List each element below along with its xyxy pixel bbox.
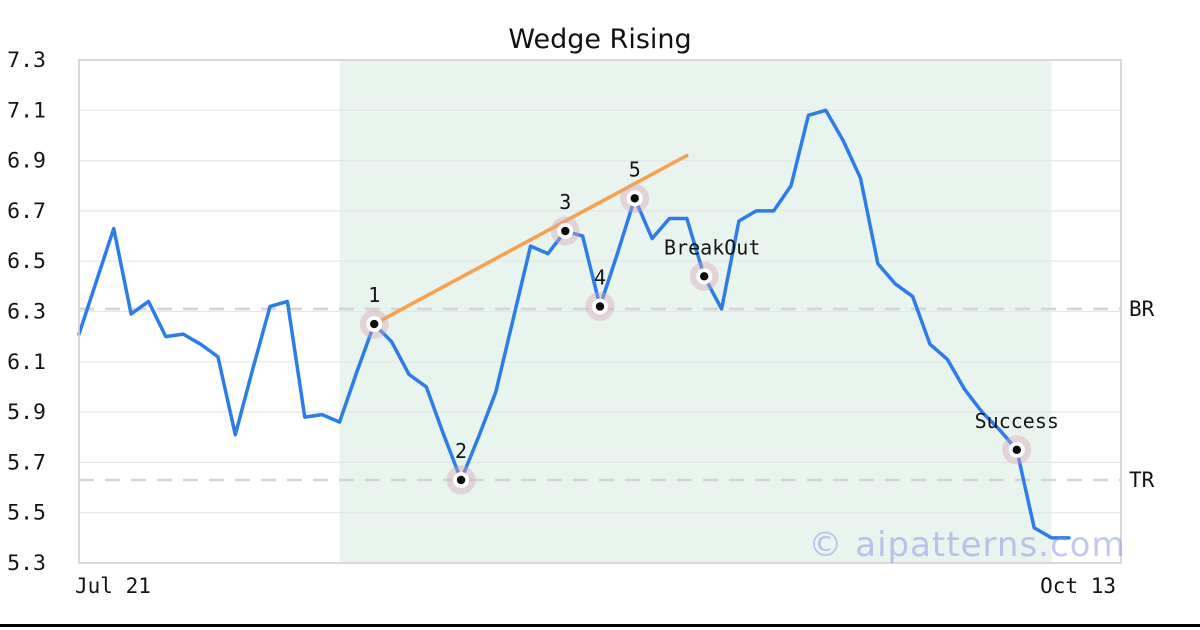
- marker-label-success: Success: [975, 409, 1059, 433]
- y-tick-label: 6.5: [7, 249, 46, 274]
- price-line: [77, 108, 1071, 540]
- y-tick-label: 7.1: [7, 98, 46, 123]
- marker-dot: [456, 475, 466, 485]
- marker-dot: [370, 319, 379, 329]
- x-tick-label-end: Oct 13: [1040, 574, 1116, 598]
- trendline: [372, 153, 689, 326]
- x-tick-label-start: Jul 21: [75, 574, 151, 598]
- marker-label-2: 2: [455, 439, 467, 463]
- watermark-text: © aipatterns.com: [808, 525, 1125, 565]
- level-label-br: BR: [1129, 297, 1155, 321]
- marker-dot: [1012, 445, 1021, 455]
- y-tick-label: 5.3: [7, 551, 46, 576]
- y-tick-label: 7.3: [7, 48, 46, 73]
- marker-dot: [700, 272, 709, 281]
- y-tick-label: 5.5: [7, 501, 46, 526]
- marker-dot: [595, 302, 605, 311]
- marker-label-4: 4: [594, 265, 606, 289]
- marker-label-1: 1: [368, 283, 380, 307]
- level-label-tr: TR: [1129, 468, 1155, 492]
- plot-border: [78, 59, 1122, 564]
- footer-rule: [0, 624, 1200, 627]
- y-tick-label: 6.3: [7, 300, 46, 325]
- y-tick-label: 6.7: [7, 199, 46, 224]
- marker-label-5: 5: [629, 157, 641, 181]
- y-tick-label: 6.9: [7, 149, 46, 174]
- y-tick-label: 6.1: [7, 350, 46, 375]
- marker-dot: [561, 226, 570, 236]
- y-tick-label: 5.9: [7, 400, 46, 425]
- marker-label-breakout: BreakOut: [664, 235, 760, 259]
- marker-dot: [630, 194, 639, 203]
- y-tick-label: 5.7: [7, 450, 46, 475]
- page-title: Wedge Rising: [508, 24, 692, 55]
- marker-label-3: 3: [559, 190, 571, 214]
